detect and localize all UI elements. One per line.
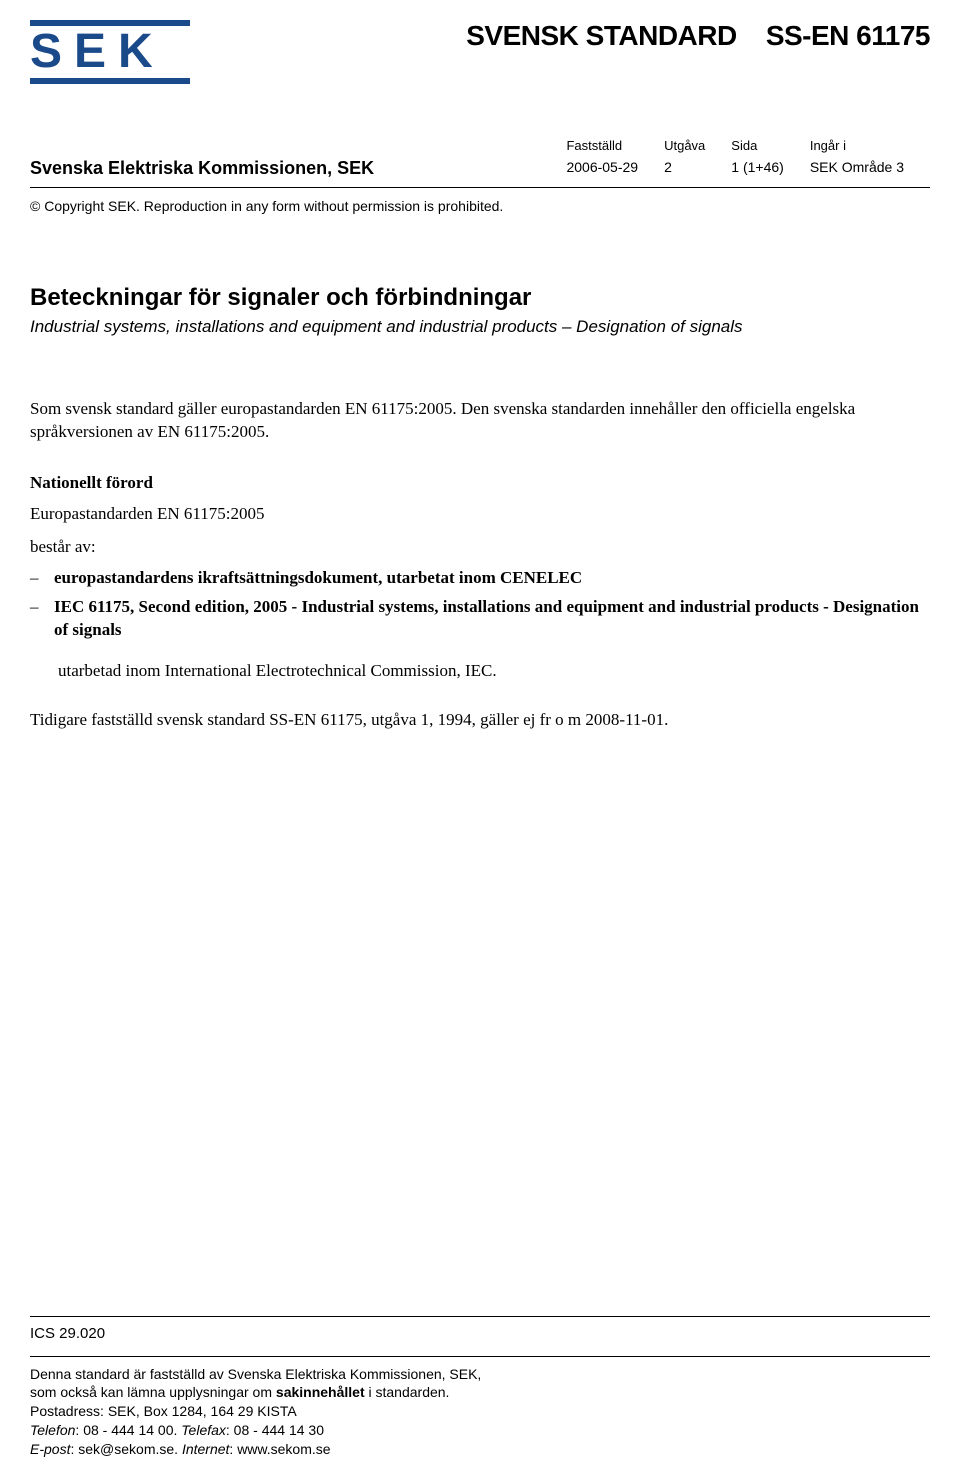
nat-line1: Europastandarden EN 61175:2005 [30, 503, 930, 526]
dash-icon: – [30, 596, 54, 642]
logo-bar-bottom [30, 78, 190, 84]
footer-rule-2 [30, 1356, 930, 1357]
fax-label: Telefax [181, 1422, 226, 1438]
logo-text: SEK [30, 26, 190, 78]
copyright-text: © Copyright SEK. Reproduction in any for… [30, 198, 930, 214]
meta-table: Fastställd Utgåva Sida Ingår i 2006-05-2… [564, 134, 930, 179]
item1-text: europastandardens ikraftsättningsdokumen… [54, 568, 582, 587]
sub-header-row: Svenska Elektriska Kommissionen, SEK Fas… [30, 134, 930, 179]
item2-lead: IEC 61175, Second edition, 2005 - [54, 597, 301, 616]
national-foreword-heading: Nationellt förord [30, 472, 930, 495]
utarbetad-line: utarbetad inom International Electrotech… [58, 660, 930, 683]
internet-value: : www.sekom.se [229, 1441, 330, 1457]
footer-line1b: som också kan lämna upplysningar om saki… [30, 1383, 930, 1402]
footer-text: Denna standard är fastställd av Svenska … [30, 1365, 930, 1459]
internet-label: Internet [182, 1441, 229, 1457]
footer-block: ICS 29.020 Denna standard är fastställd … [30, 1316, 930, 1459]
meta-h2: Utgåva [664, 136, 729, 155]
list-item: – IEC 61175, Second edition, 2005 - Indu… [30, 596, 930, 642]
phone-value: : 08 - 444 14 00. [75, 1422, 181, 1438]
ics-code: ICS 29.020 [30, 1325, 930, 1342]
tidigare-paragraph: Tidigare fastställd svensk standard SS-E… [30, 709, 930, 732]
list-item: – europastandardens ikraftsättningsdokum… [30, 567, 930, 590]
phone-label: Telefon [30, 1422, 75, 1438]
dash-icon: – [30, 567, 54, 590]
email-label: E-post [30, 1441, 70, 1457]
footer-l1b-a: som också kan lämna upplysningar om [30, 1384, 276, 1400]
title-swedish: Beteckningar för signaler och förbindnin… [30, 284, 930, 312]
meta-v1: 2006-05-29 [566, 157, 662, 177]
meta-h1: Fastställd [566, 136, 662, 155]
meta-v3: 1 (1+46) [731, 157, 808, 177]
sek-logo: SEK [30, 20, 190, 84]
standard-code: SS-EN 61175 [766, 20, 930, 51]
body-content: Som svensk standard gäller europastandar… [30, 398, 930, 731]
footer-line1a: Denna standard är fastställd av Svenska … [30, 1365, 930, 1384]
meta-v2: 2 [664, 157, 729, 177]
footer-address: Postadress: SEK, Box 1284, 164 29 KISTA [30, 1402, 930, 1421]
title-english: Industrial systems, installations and eq… [30, 316, 930, 338]
meta-h3: Sida [731, 136, 808, 155]
footer-web: E-post: sek@sekom.se. Internet: www.seko… [30, 1440, 930, 1459]
header-rule [30, 187, 930, 188]
fax-value: : 08 - 444 14 30 [226, 1422, 324, 1438]
intro-paragraph: Som svensk standard gäller europastandar… [30, 398, 930, 444]
nat-line2: består av: [30, 536, 930, 559]
components-list: – europastandardens ikraftsättningsdokum… [30, 567, 930, 642]
org-name: Svenska Elektriska Kommissionen, SEK [30, 158, 374, 179]
footer-l1b-b: sakinnehållet [276, 1384, 365, 1400]
footer-phone: Telefon: 08 - 444 14 00. Telefax: 08 - 4… [30, 1421, 930, 1440]
standard-title: SVENSK STANDARD SS-EN 61175 [466, 20, 930, 52]
email-value: : sek@sekom.se. [70, 1441, 181, 1457]
footer-l1b-c: i standarden. [365, 1384, 450, 1400]
standard-label: SVENSK STANDARD [466, 20, 736, 51]
meta-h4: Ingår i [810, 136, 928, 155]
header-row: SEK SVENSK STANDARD SS-EN 61175 [30, 20, 930, 84]
meta-v4: SEK Område 3 [810, 157, 928, 177]
footer-rule-1 [30, 1316, 930, 1317]
